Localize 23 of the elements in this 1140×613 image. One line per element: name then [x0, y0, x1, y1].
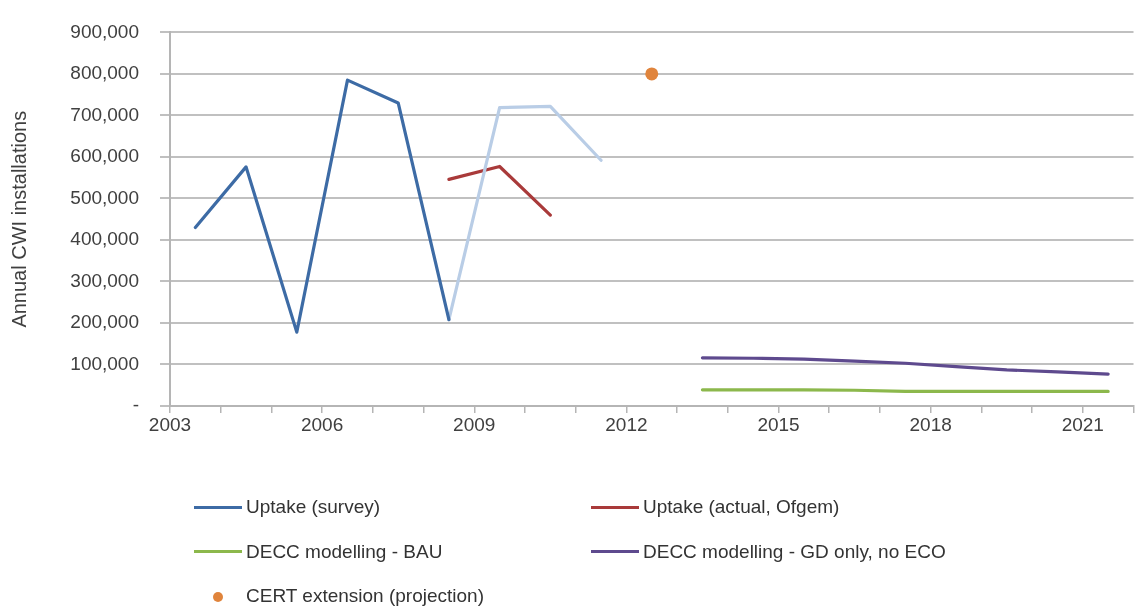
legend-label: DECC modelling - BAU: [246, 540, 443, 563]
y-tick-label: 300,000: [70, 269, 139, 291]
x-tick-label: 2003: [148, 413, 192, 435]
legend-label: Uptake (actual, Ofgem): [643, 496, 840, 519]
x-tick-label: 2012: [605, 413, 648, 435]
y-tick-label: 200,000: [70, 311, 139, 333]
legend-label: Uptake (survey): [246, 496, 381, 519]
x-tick-label: 2009: [453, 413, 496, 435]
x-tick-label: 2018: [909, 413, 952, 435]
y-tick-label: 700,000: [70, 103, 139, 125]
x-tick-label: 2015: [757, 413, 800, 435]
y-tick-label: -: [132, 394, 139, 416]
y-tick-label: 400,000: [70, 228, 139, 250]
y-tick-label: 100,000: [70, 352, 139, 374]
x-tick-label: 2021: [1061, 413, 1104, 435]
x-tick-label: 2006: [300, 413, 344, 435]
y-tick-label: 800,000: [70, 62, 139, 84]
y-axis-title: Annual CWI installations: [7, 110, 30, 328]
y-tick-label: 500,000: [70, 186, 139, 208]
legend-label: DECC modelling - GD only, no ECO: [643, 540, 946, 563]
legend-label: CERT extension (projection): [246, 585, 484, 608]
y-tick-label: 900,000: [70, 20, 139, 42]
y-tick-label: 600,000: [70, 145, 139, 167]
